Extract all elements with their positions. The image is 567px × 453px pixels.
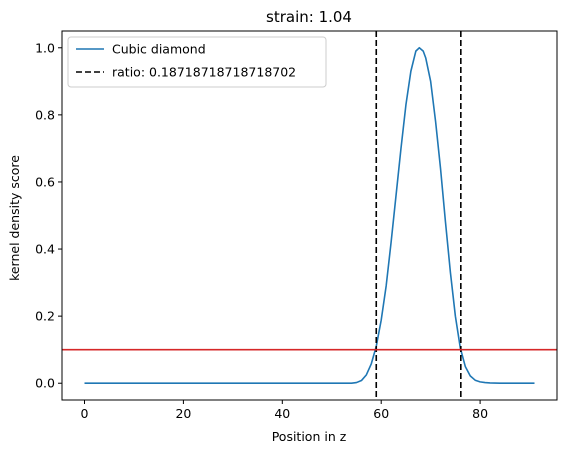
y-axis-label: kernel density score xyxy=(7,155,22,281)
axes: 0 20 40 60 80 0.0 0.2 0.4 0.6 0.8 1.0 xyxy=(35,30,558,421)
x-tick-label: 20 xyxy=(175,406,191,421)
series-line-0 xyxy=(84,46,535,385)
x-tick-label: 0 xyxy=(81,406,89,421)
plot-area xyxy=(62,31,557,400)
y-tick-label: 0.2 xyxy=(35,309,55,324)
x-tick-label: 40 xyxy=(274,406,290,421)
y-tick-label: 0.4 xyxy=(35,242,55,257)
y-tick-label: 1.0 xyxy=(35,40,55,55)
x-tick-label: 60 xyxy=(373,406,389,421)
legend-label-1: ratio: 0.18718718718718702 xyxy=(112,65,296,80)
plot-inner xyxy=(62,31,557,400)
legend: Cubic diamond ratio: 0.18718718718718702 xyxy=(67,36,327,88)
y-tick-label: 0.6 xyxy=(35,174,55,189)
legend-box xyxy=(67,36,327,88)
chart-title: strain: 1.04 xyxy=(266,8,352,26)
x-axis-label: Position in z xyxy=(272,429,347,444)
legend-label-0: Cubic diamond xyxy=(112,42,206,57)
plot-frame xyxy=(61,30,558,401)
y-tick-label: 0.0 xyxy=(35,376,55,391)
x-tick-label: 80 xyxy=(472,406,488,421)
y-tick-label: 0.8 xyxy=(35,107,55,122)
